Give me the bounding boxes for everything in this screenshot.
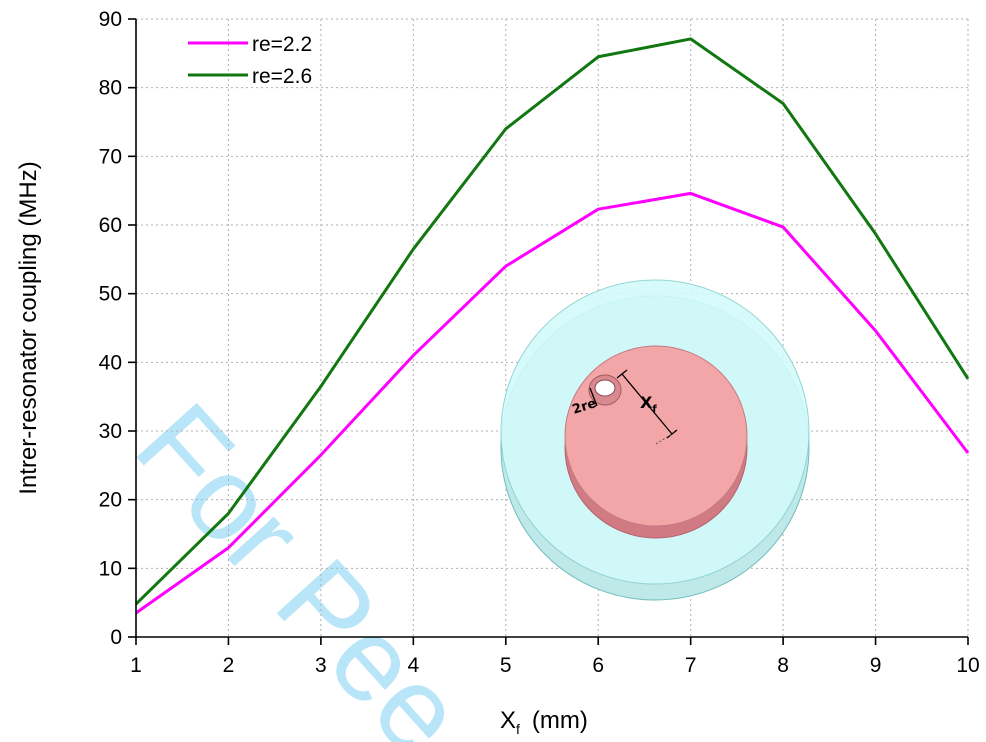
legend-label-re-2-2: re=2.2 <box>252 33 312 56</box>
x-axis-title-unit: (mm) <box>532 707 588 734</box>
x-tick-label-8: 8 <box>777 654 789 677</box>
x-axis-title-sub: f <box>516 721 520 737</box>
x-tick-label-2: 2 <box>223 654 235 677</box>
watermark: For Pee <box>111 379 490 742</box>
y-tick-label-40: 40 <box>99 351 122 374</box>
hole <box>594 379 616 397</box>
y-tick-label-50: 50 <box>99 283 122 306</box>
x-tick-label-9: 9 <box>870 654 882 677</box>
x-axis-title-main: X <box>500 707 516 734</box>
y-tick-label-70: 70 <box>99 145 122 168</box>
label-xf-sub: f <box>652 404 657 415</box>
x-tick-label-5: 5 <box>500 654 512 677</box>
legend-label-re-2-6: re=2.6 <box>252 65 312 88</box>
x-tick-label-1: 1 <box>130 654 142 677</box>
x-axis-title: Xf (mm) <box>500 707 588 737</box>
series-line-re-2-6 <box>134 37 970 606</box>
watermark-text: For Pee <box>111 379 490 742</box>
series-line-re-2-2 <box>135 191 970 615</box>
y-tick-label-30: 30 <box>99 420 122 443</box>
series-group <box>134 37 970 615</box>
y-tick-label-20: 20 <box>99 489 122 512</box>
x-tick-label-10: 10 <box>956 654 979 677</box>
y-tick-label-60: 60 <box>99 214 122 237</box>
x-tick-label-7: 7 <box>685 654 697 677</box>
x-tick-label-3: 3 <box>315 654 327 677</box>
label-xf: Xf <box>640 393 657 415</box>
y-tick-label-80: 80 <box>99 77 122 100</box>
xf-tick-start <box>616 369 628 379</box>
dielectric-puck-top <box>564 345 748 527</box>
x-tick-label-4: 4 <box>407 654 419 677</box>
resonator-inset: 2re Xf <box>500 279 810 601</box>
label-2re: 2re <box>571 396 599 418</box>
x-tick-label-6: 6 <box>592 654 604 677</box>
y-tick-label-10: 10 <box>99 557 122 580</box>
xf-dimension-line <box>621 373 673 435</box>
y-tick-label-0: 0 <box>110 626 122 649</box>
axes: 0 10 20 30 40 50 60 70 80 90 1 2 3 4 5 6 7 8 9 10 <box>99 8 980 677</box>
re-dimension-line <box>589 387 598 407</box>
y-axis-title: Intrer-resonator coupling (MHz) <box>15 161 42 494</box>
legend: re=2.2 re=2.6 <box>188 33 312 88</box>
xf-tick-end <box>666 429 678 439</box>
center-mark <box>655 433 673 445</box>
label-xf-main: X <box>640 393 653 412</box>
y-tick-label-90: 90 <box>99 8 122 31</box>
